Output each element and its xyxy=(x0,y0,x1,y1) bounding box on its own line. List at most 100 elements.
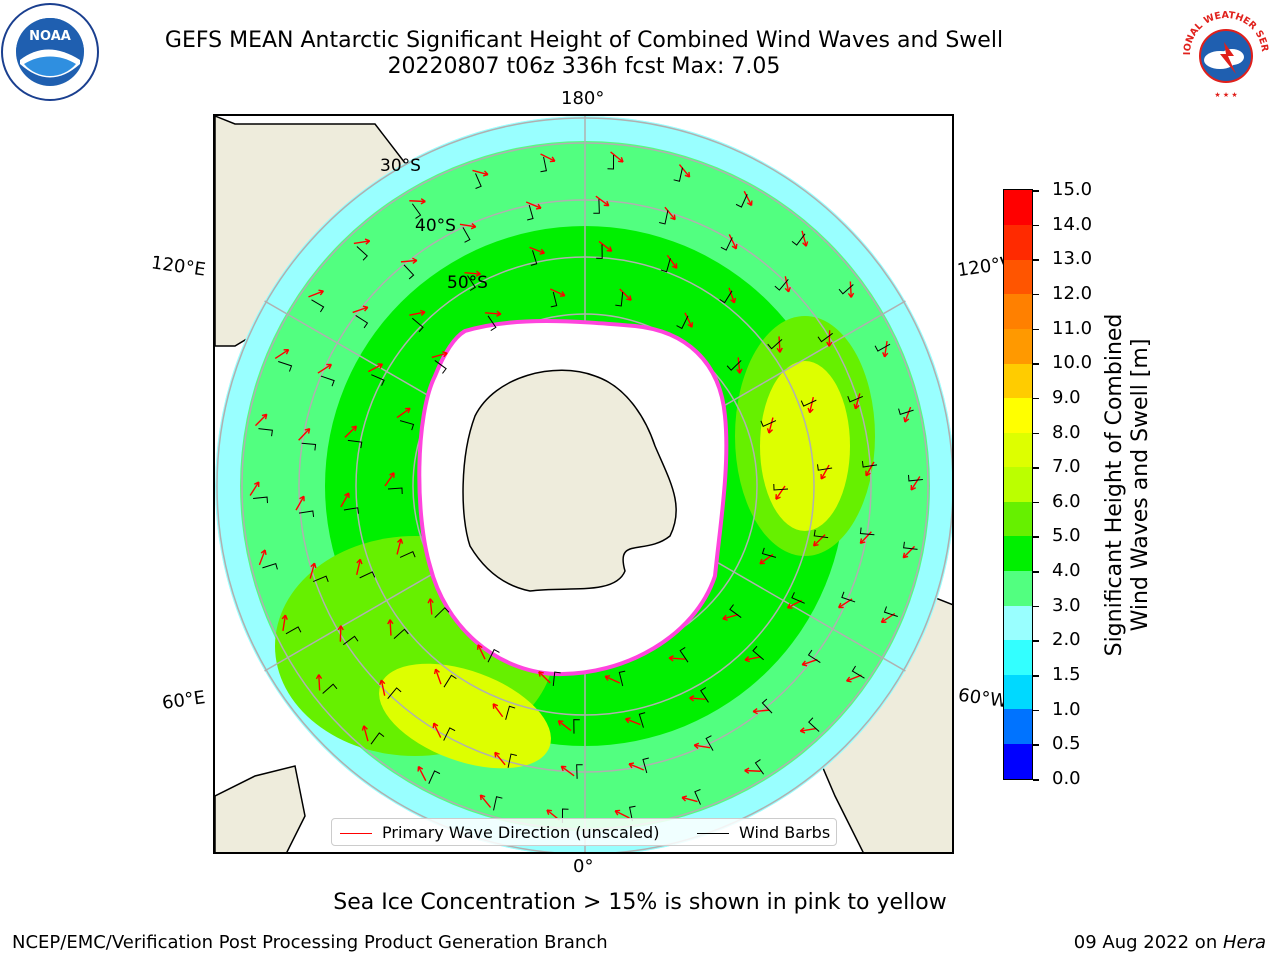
wave-direction-arrowhead xyxy=(299,495,305,502)
wind-barb xyxy=(773,483,789,491)
wave-direction-arrow xyxy=(400,259,417,263)
wind-barb xyxy=(443,727,456,741)
wave-direction-arrowhead xyxy=(304,427,311,434)
wind-barb xyxy=(660,258,671,273)
colorbar-tick-label: 4.0 xyxy=(1052,560,1081,582)
wind-barb xyxy=(467,275,476,291)
wave-direction-arrowhead xyxy=(281,614,288,620)
wave-direction-arrowhead xyxy=(351,425,358,432)
wave-direction-arrow xyxy=(778,336,781,353)
wave-direction-arrow xyxy=(344,425,357,438)
wave-direction-arrow xyxy=(431,352,448,359)
colorbar-tick-label: 9.0 xyxy=(1052,386,1081,408)
wind-barb xyxy=(705,735,714,751)
wave-direction-arrow xyxy=(744,656,761,661)
wave-direction-arrowhead xyxy=(379,679,386,686)
wave-direction-arrowhead xyxy=(559,291,566,297)
wave-direction-arrowhead xyxy=(315,674,323,680)
wave-direction-arrow xyxy=(525,201,542,209)
lon-label-120e: 120°E xyxy=(149,252,207,281)
wind-barb xyxy=(359,571,376,579)
wave-direction-arrow xyxy=(549,288,566,297)
wind-barb xyxy=(411,317,424,333)
colorbar-segment xyxy=(1004,397,1032,433)
wind-barb xyxy=(411,203,422,219)
wind-barb xyxy=(767,339,783,350)
wind-barb xyxy=(719,290,733,304)
legend-label-wind-barbs: Wind Barbs xyxy=(739,823,831,842)
lon-label-0: 0° xyxy=(573,856,594,877)
wave-direction-arrow xyxy=(367,363,383,373)
wave-direction-arrow xyxy=(664,206,676,220)
wave-direction-arrow xyxy=(464,271,481,275)
wave-direction-arrowhead xyxy=(318,289,324,296)
wave-direction-arrowhead xyxy=(859,538,866,545)
wave-direction-arrowhead xyxy=(802,241,809,247)
wave-direction-arrow xyxy=(768,417,774,434)
wind-barb xyxy=(370,732,385,745)
wave-direction-arrowhead xyxy=(784,286,791,293)
wind-barb xyxy=(403,264,415,280)
wind-barb xyxy=(774,278,789,291)
sea-ice-note: Sea Ice Concentration > 15% is shown in … xyxy=(333,890,947,915)
wave-direction-arrowhead xyxy=(846,676,852,683)
wave-direction-arrow xyxy=(743,190,753,206)
wind-barb xyxy=(676,315,689,330)
wave-direction-arrow xyxy=(728,287,736,304)
wave-direction-arrowhead xyxy=(492,703,499,709)
wave-direction-arrow xyxy=(689,697,706,701)
wind-barb xyxy=(861,460,878,468)
wave-direction-arrowhead xyxy=(671,263,678,269)
footer-date: 09 Aug 2022 on Hera xyxy=(1074,932,1266,953)
wave-direction-arrow xyxy=(604,675,621,684)
wind-barb xyxy=(618,670,626,687)
wind-barb xyxy=(530,250,538,266)
colorbar-tick-mark xyxy=(1033,709,1039,712)
noaa-logo-text: NOAA xyxy=(29,29,71,44)
wind-barb xyxy=(527,204,534,221)
wave-direction-arrowhead xyxy=(625,717,631,724)
wind-barb xyxy=(761,698,773,714)
wave-direction-arrow xyxy=(678,164,691,178)
wave-direction-arrow xyxy=(787,599,803,609)
wind-barb xyxy=(752,645,765,661)
wave-direction-arrow xyxy=(353,240,370,245)
wind-barb xyxy=(301,442,317,451)
footer-date-text: 09 Aug 2022 on xyxy=(1073,932,1223,953)
colorbar-tick-label: 0.0 xyxy=(1052,768,1081,789)
polar-map: 30°S40°S50°S60°S70°S80°S xyxy=(213,114,954,854)
wave-direction-arrowhead xyxy=(310,562,317,569)
wave-direction-arrow xyxy=(902,545,916,559)
wave-direction-arrow xyxy=(477,644,486,660)
wave-direction-arrowhead xyxy=(261,413,268,420)
wave-direction-arrowhead xyxy=(326,363,332,370)
wave-direction-arrowhead xyxy=(759,558,765,565)
wind-barb xyxy=(505,705,516,720)
wave-direction-arrowhead xyxy=(549,156,556,163)
wave-direction-arrow xyxy=(282,614,287,631)
wave-direction-arrow xyxy=(854,393,861,409)
wave-direction-arrowhead xyxy=(442,351,448,358)
wind-barb xyxy=(596,244,603,259)
land-antarctica xyxy=(462,369,677,592)
latitude-label: 50°S xyxy=(447,273,488,293)
wave-direction-arrowhead xyxy=(433,668,440,675)
land-africa-region xyxy=(215,765,306,852)
wind-barb xyxy=(908,474,923,482)
colorbar-tick-label: 15.0 xyxy=(1052,179,1093,200)
wave-direction-arrowhead xyxy=(260,549,267,555)
colorbar-tick-label: 14.0 xyxy=(1052,213,1093,235)
colorbar-segment xyxy=(1004,190,1032,226)
wind-barb xyxy=(679,646,689,663)
wind-barb xyxy=(859,527,875,536)
wave-direction-arrow xyxy=(801,658,818,666)
colorbar xyxy=(1003,189,1033,780)
colorbar-tick-mark xyxy=(1033,432,1039,435)
wave-direction-arrowhead xyxy=(693,742,700,749)
colorbar-label: Significant Height of Combined Wind Waves… xyxy=(1102,313,1153,657)
wave-direction-arrow xyxy=(801,230,807,247)
colorbar-segment xyxy=(1004,466,1032,502)
colorbar-tick-mark xyxy=(1033,501,1039,504)
wind-barb xyxy=(838,284,854,295)
wave-direction-arrow xyxy=(389,619,392,636)
